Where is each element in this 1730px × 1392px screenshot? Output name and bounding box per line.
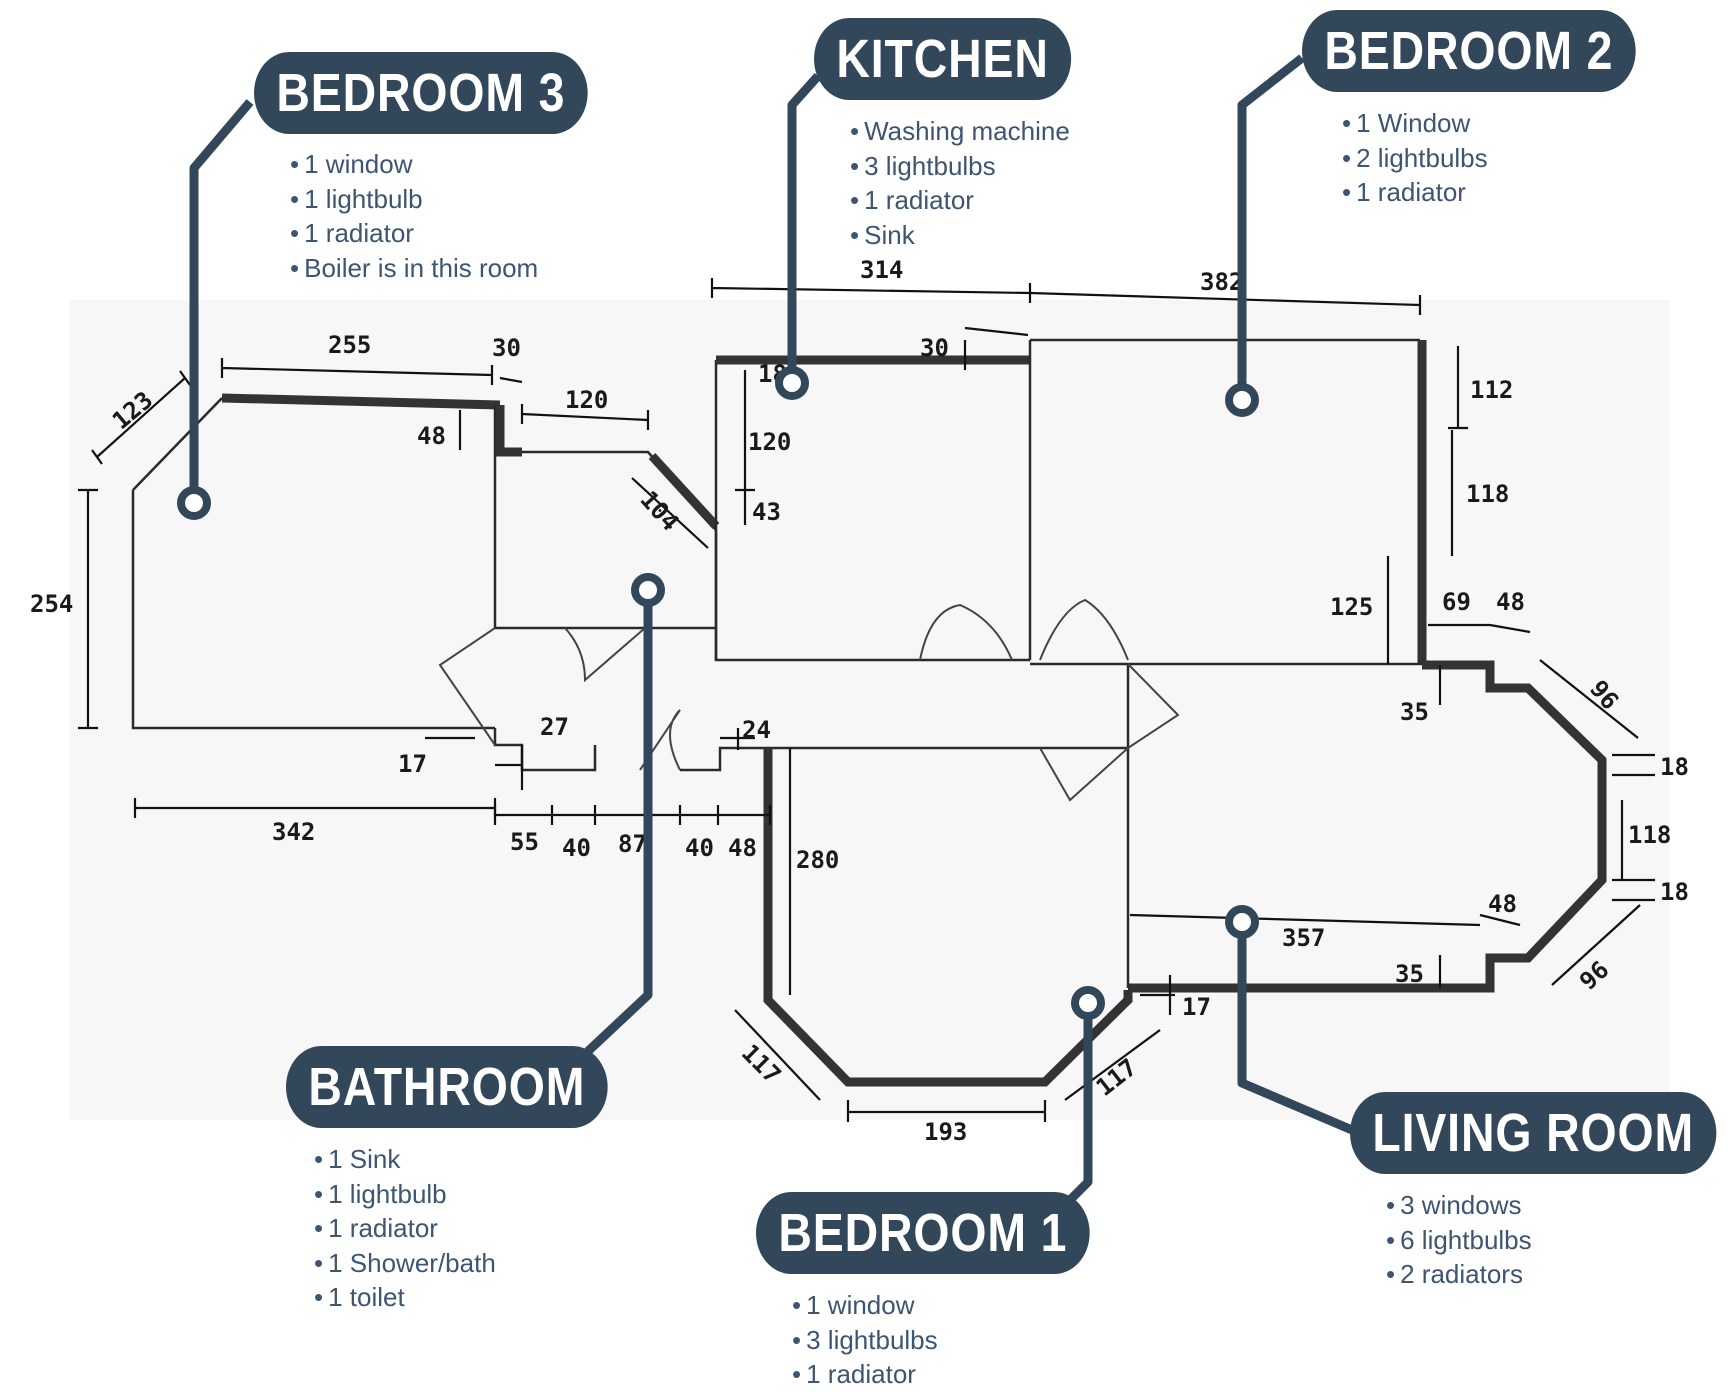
- bathroom-label: BATHROOM: [286, 1046, 608, 1128]
- dim-280: 280: [796, 846, 839, 874]
- bedroom2-feature: 1 Window: [1342, 106, 1488, 141]
- dim-118-b: 118: [1628, 821, 1671, 849]
- dim-48-a: 48: [417, 422, 446, 450]
- dim-120-b: 120: [748, 428, 791, 456]
- living-room-label: LIVING ROOM: [1350, 1092, 1717, 1174]
- leader-living: [1237, 922, 1354, 1135]
- leader-bedroom3: [189, 99, 254, 502]
- bedroom1-label: BEDROOM 1: [756, 1192, 1090, 1274]
- dim-125: 125: [1330, 593, 1373, 621]
- leader-kitchen: [787, 72, 822, 382]
- bedroom3-feature: Boiler is in this room: [290, 251, 538, 286]
- pin-bedroom1: [1071, 986, 1105, 1020]
- dim-17-b: 17: [1182, 993, 1211, 1021]
- dim-40-a: 40: [562, 834, 591, 862]
- dim-48-c: 48: [1496, 588, 1525, 616]
- bedroom3-feature: 1 lightbulb: [290, 182, 538, 217]
- bedroom1-feature: 3 lightbulbs: [792, 1323, 938, 1358]
- dimension-labels: 123 255 30 120 48 104 254 342 17 27 55 4…: [30, 256, 1689, 1146]
- kitchen-feature: Washing machine: [850, 114, 1070, 149]
- bathroom-feature: 1 Sink: [314, 1142, 496, 1177]
- dim-118-a: 118: [1466, 480, 1509, 508]
- dim-357: 357: [1282, 924, 1325, 952]
- dim-48-b: 48: [728, 834, 757, 862]
- leader-bathroom: [564, 590, 653, 1074]
- dimension-lines: [78, 278, 1655, 1122]
- callout-leaders: [177, 54, 1354, 1226]
- bathroom-feature-list: 1 Sink 1 lightbulb 1 radiator 1 Shower/b…: [314, 1142, 496, 1315]
- dim-30-a: 30: [492, 334, 521, 362]
- bedroom2-label: BEDROOM 2: [1302, 10, 1636, 92]
- living-room-feature: 6 lightbulbs: [1386, 1223, 1532, 1258]
- pin-living: [1225, 905, 1259, 939]
- dim-254: 254: [30, 590, 73, 618]
- dim-24: 24: [742, 716, 771, 744]
- dim-18-c: 18: [1660, 878, 1689, 906]
- bathroom-feature: 1 radiator: [314, 1211, 496, 1246]
- kitchen-feature: Sink: [850, 218, 1070, 253]
- dim-69: 69: [1442, 588, 1471, 616]
- bathroom-feature: 1 lightbulb: [314, 1177, 496, 1212]
- bedroom3-feature-list: 1 window 1 lightbulb 1 radiator Boiler i…: [290, 147, 538, 285]
- dim-17-a: 17: [398, 750, 427, 778]
- dim-342: 342: [272, 818, 315, 846]
- kitchen-label: KITCHEN: [814, 18, 1072, 100]
- dim-87: 87: [618, 830, 647, 858]
- dim-40-b: 40: [685, 834, 714, 862]
- living-room-feature-list: 3 windows 6 lightbulbs 2 radiators: [1386, 1188, 1532, 1292]
- kitchen-feature-list: Washing machine 3 lightbulbs 1 radiator …: [850, 114, 1070, 252]
- dim-35-b: 35: [1395, 960, 1424, 988]
- bathroom-feature: 1 toilet: [314, 1280, 496, 1315]
- pin-kitchen: [775, 366, 809, 400]
- bedroom2-feature: 2 lightbulbs: [1342, 141, 1488, 176]
- dim-43: 43: [752, 498, 781, 526]
- bedroom2-feature: 1 radiator: [1342, 175, 1488, 210]
- doors: [438, 598, 1180, 802]
- living-room-feature: 2 radiators: [1386, 1257, 1532, 1292]
- dim-48-d: 48: [1488, 890, 1517, 918]
- pin-bedroom2: [1225, 383, 1259, 417]
- kitchen-feature: 1 radiator: [850, 183, 1070, 218]
- dim-30-b: 30: [920, 334, 949, 362]
- walls: [131, 338, 1607, 1087]
- kitchen-feature: 3 lightbulbs: [850, 149, 1070, 184]
- bedroom1-feature: 1 radiator: [792, 1357, 938, 1392]
- bedroom3-label: BEDROOM 3: [254, 52, 588, 134]
- bedroom1-feature: 1 window: [792, 1288, 938, 1323]
- living-room-feature: 3 windows: [1386, 1188, 1532, 1223]
- bedroom1-feature-list: 1 window 3 lightbulbs 1 radiator: [792, 1288, 938, 1392]
- dim-193: 193: [924, 1118, 967, 1146]
- dim-18-b: 18: [1660, 753, 1689, 781]
- bedroom3-feature: 1 radiator: [290, 216, 538, 251]
- dim-55: 55: [510, 828, 539, 856]
- dim-112: 112: [1470, 376, 1513, 404]
- bedroom2-feature-list: 1 Window 2 lightbulbs 1 radiator: [1342, 106, 1488, 210]
- paper-sheet: [70, 300, 1670, 1120]
- bathroom-feature: 1 Shower/bath: [314, 1246, 496, 1281]
- bedroom3-feature: 1 window: [290, 147, 538, 182]
- dim-382: 382: [1200, 268, 1243, 296]
- leader-bedroom2: [1237, 54, 1305, 402]
- dim-35-a: 35: [1400, 698, 1429, 726]
- dim-314: 314: [860, 256, 903, 284]
- pin-bathroom: [631, 573, 665, 607]
- dim-120-a: 120: [565, 386, 608, 414]
- pin-bedroom3: [177, 486, 211, 520]
- dim-27: 27: [540, 713, 569, 741]
- dim-255: 255: [328, 331, 371, 359]
